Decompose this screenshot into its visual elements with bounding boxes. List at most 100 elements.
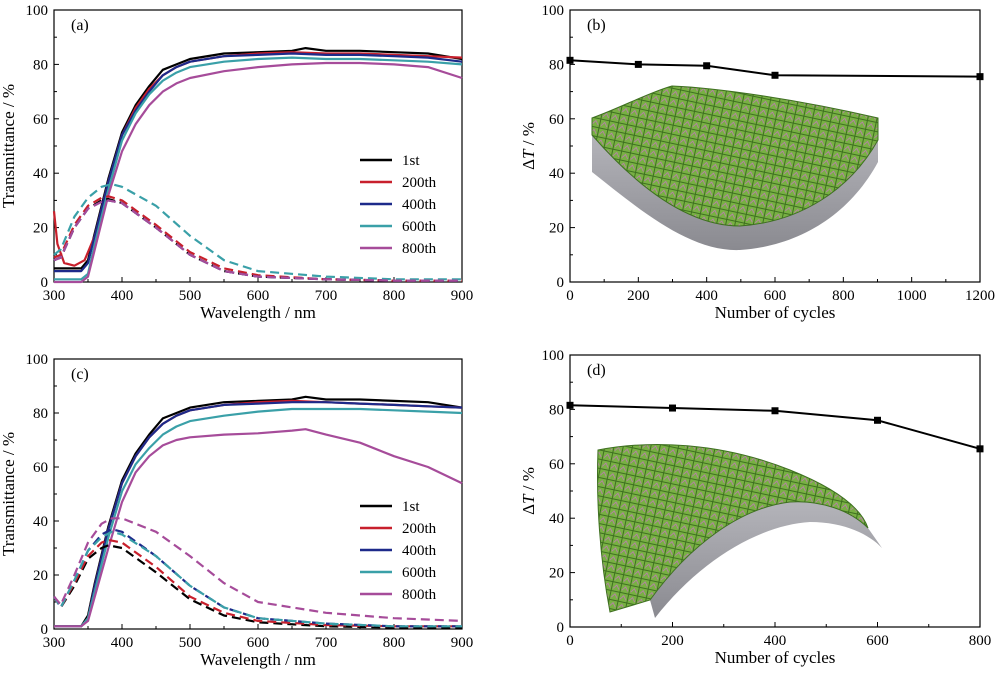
data-point [771,71,779,79]
x-axis-title: Number of cycles [715,648,836,667]
data-point [976,445,984,453]
series-line-dashed [53,517,463,622]
y-tick-label: 40 [549,166,564,182]
y-axis-title: ΔT / % [519,467,538,515]
x-tick-label: 0 [566,288,574,304]
data-point [634,60,642,68]
y-tick-label: 100 [542,348,565,364]
x-tick-label: 600 [247,635,270,651]
series-line [54,52,463,273]
y-tick-label: 100 [26,352,49,368]
x-tick-label: 800 [383,288,406,304]
y-tick-label: 40 [33,514,48,530]
chart-panel: 0 200 400 600 800 0 20 40 60 80 100 Number of cycle… [519,348,991,667]
legend-label: 400th [402,543,437,559]
legend-label: 200th [402,175,437,191]
x-tick-label: 400 [695,288,718,304]
panel-label: (b) [587,17,606,34]
series-line-dashed [53,528,462,628]
x-tick-label: 700 [315,635,338,651]
x-tick-label: 300 [43,635,66,651]
x-tick-label: 800 [969,633,992,649]
film-substrate [592,135,878,251]
y-axis-title-prefix: Δ [519,159,538,170]
film-substrate [650,501,882,618]
y-axis-title: Transmittance / % [0,84,18,208]
x-tick-label: 400 [764,633,787,649]
data-point [703,62,711,70]
legend-label: 800th [402,587,437,603]
x-tick-label: 200 [661,633,684,649]
panel-label: (c) [71,366,89,383]
x-tick-label: 600 [764,288,787,304]
series-line [54,407,463,628]
data-point [566,56,574,64]
y-tick-label: 0 [41,622,49,638]
x-tick-label: 900 [451,635,474,651]
legend: 1st 200th 400th 600th 800th [360,499,437,603]
y-tick-label: 80 [33,406,48,422]
data-point [771,407,779,415]
x-tick-label: 800 [383,635,406,651]
data-point [566,401,574,409]
series-line [54,428,463,628]
panel-label: (a) [71,17,89,34]
x-tick-label: 900 [451,288,474,304]
series-line-dashed [53,197,462,282]
data-point [874,416,881,424]
y-axis-title: ΔT / % [519,122,538,170]
x-tick-label: 0 [566,633,574,649]
legend-label: 1st [402,153,420,169]
series-line-dashed [53,183,462,281]
chart-panel: 0 200 400 600 800 1000 1200 0 20 40 60 80 100 Number … [519,3,995,322]
y-tick-label: 20 [33,568,48,584]
y-axis-title-variable: T [519,493,538,504]
y-tick-label: 60 [549,457,564,473]
x-tick-label: 500 [179,635,202,651]
y-axis-title: Transmittance / % [0,432,18,556]
x-tick-label: 600 [247,288,270,304]
y-tick-label: 20 [33,221,48,237]
y-tick-label: 0 [41,275,49,291]
series-line [54,61,463,284]
x-tick-label: 400 [111,288,134,304]
legend-label: 200th [402,521,437,537]
chart-panel: 300 400 500 600 700 800 900 0 20 40 60 80 100 Wavelen… [0,352,473,669]
x-tick-label: 800 [832,288,855,304]
x-tick-label: 1200 [965,288,995,304]
legend-label: 1st [402,499,420,515]
x-axis-title: Wavelength / nm [200,650,316,669]
legend: 1st 200th 400th 600th 800th [360,153,437,257]
y-tick-label: 80 [33,57,48,73]
y-tick-label: 60 [33,112,48,128]
series-line-dashed [53,530,462,628]
y-axis-title-unit: / % [519,122,538,149]
film-surface [597,444,869,613]
data-point [976,73,984,81]
x-tick-label: 300 [43,288,66,304]
chart-panel: 300 400 500 600 700 800 900 0 20 40 60 80 100 Wavelen… [0,3,473,322]
legend-label: 800th [402,241,437,257]
x-tick-label: 500 [179,288,202,304]
series-line-dashed [53,544,462,629]
x-axis-title: Wavelength / nm [200,303,316,322]
x-tick-label: 600 [866,633,889,649]
y-tick-label: 60 [33,460,48,476]
plot-frame [53,9,463,283]
y-tick-label: 0 [557,275,565,291]
y-tick-label: 0 [557,620,565,636]
y-tick-label: 100 [542,3,565,19]
y-axis-title-prefix: Δ [519,504,538,515]
inset-film-illustration-d [597,444,882,618]
y-tick-label: 20 [549,566,564,582]
y-tick-label: 60 [549,112,564,128]
y-tick-label: 100 [26,3,49,19]
series-line-dashed [53,199,462,282]
y-tick-label: 80 [549,402,564,418]
series-line [54,56,463,281]
plot-frame [53,358,463,630]
series-line [54,401,463,628]
inset-film-illustration-b [591,85,879,251]
x-tick-label: 400 [111,635,134,651]
